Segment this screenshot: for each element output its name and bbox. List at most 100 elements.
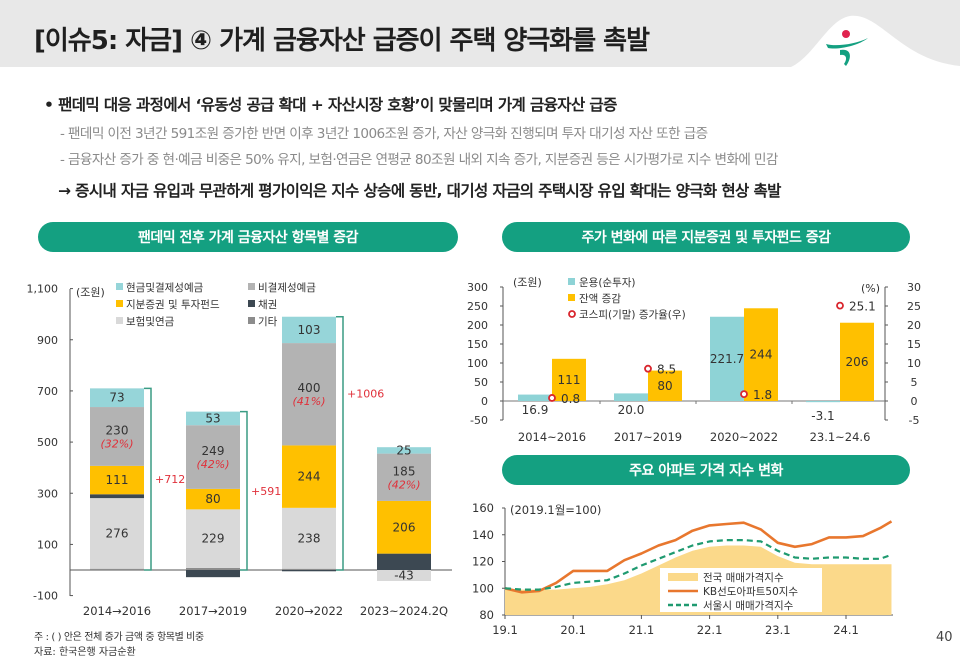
right-tick-label: 0 (911, 395, 918, 408)
share-label: (42%) (387, 478, 420, 491)
data-label: 221.7 (710, 352, 744, 366)
left-tick-label: 150 (467, 338, 488, 351)
total-label: +1006 (347, 387, 384, 400)
legend-label: 전국 매매가격지수 (703, 571, 784, 584)
bar-segment (282, 507, 336, 569)
bar-segment (90, 498, 144, 569)
right-bottom-panel-title: 주요 아파트 가격 지수 변화 (502, 455, 910, 485)
legend-label: 운용(순투자) (579, 277, 636, 289)
main-bullet: • 팬데믹 대응 과정에서 ‘유동성 공급 확대 + 자산시장 호황’이 맞물리… (44, 96, 617, 114)
total-bracket (336, 315, 344, 571)
kospi-label: 25.1 (849, 300, 876, 314)
legend-swatch (248, 300, 255, 307)
bar-segment (377, 553, 431, 570)
x-tick-label: 21.1 (629, 623, 655, 637)
right-tick-label: 15 (907, 338, 921, 351)
left-panel-title: 팬데믹 전후 가계 금융자산 항목별 증감 (38, 222, 458, 252)
right-tick-label: 25 (907, 300, 921, 313)
bar-segment (377, 447, 431, 454)
legend-swatch (568, 294, 575, 301)
bar-net-investment (710, 316, 744, 401)
share-label: (41%) (292, 395, 325, 408)
y-tick-label: 100 (37, 538, 58, 551)
legend-label: 채권 (258, 299, 277, 311)
data-label: 238 (298, 531, 321, 545)
x-tick-label: 2017~2019 (614, 430, 682, 444)
y-tick-label: 80 (479, 608, 494, 622)
y-tick-label: 700 (37, 385, 58, 398)
bar-segment (377, 570, 431, 582)
x-tick-label: 24.1 (833, 623, 859, 637)
y-tick-label: -100 (33, 590, 58, 603)
data-label: 185 (393, 464, 416, 478)
data-label: 276 (106, 526, 129, 540)
share-label: (42%) (196, 458, 229, 471)
kospi-marker (836, 301, 844, 310)
page-number: 40 (936, 630, 953, 645)
data-label: -43 (394, 569, 414, 583)
x-tick-label: 2020→2022 (275, 604, 343, 618)
data-label: 80 (205, 492, 220, 506)
left-tick-label: 100 (467, 357, 488, 370)
right-top-panel-title: 주가 변화에 따른 지분증권 및 투자펀드 증감 (502, 222, 910, 252)
legend-swatch (248, 283, 255, 290)
data-label: 73 (109, 391, 124, 405)
kospi-label: 0.8 (561, 392, 580, 406)
bar-balance-change (744, 308, 778, 401)
bar-net-investment (518, 394, 552, 401)
total-label: +591 (251, 485, 281, 498)
bar-segment (186, 570, 240, 578)
total-bracket (144, 387, 152, 571)
data-label: -3.1 (811, 409, 834, 423)
bar-segment (282, 570, 336, 572)
x-tick-label: 2014→2016 (83, 604, 151, 618)
bar-segment (282, 343, 336, 446)
kospi-marker (740, 390, 748, 399)
y-tick-label: 140 (472, 528, 494, 542)
bar-segment (282, 568, 336, 570)
legend-swatch (116, 300, 123, 307)
data-label: 103 (298, 323, 321, 337)
legend-label: 기타 (258, 316, 278, 328)
legend-label: 코스피(기말) 증가율(우) (579, 309, 686, 321)
legend-swatch (116, 317, 123, 324)
footnote: 주 : ( ) 안은 전체 증가 금액 중 항목별 비중 (34, 632, 204, 643)
data-label: 244 (298, 470, 321, 484)
unit-label: (조원) (513, 276, 542, 289)
x-tick-label: 19.1 (492, 623, 518, 637)
unit-label: (조원) (76, 286, 105, 299)
bar-segment (186, 567, 240, 570)
bar-segment (186, 509, 240, 568)
data-label: 53 (205, 411, 220, 425)
legend-swatch (116, 283, 123, 290)
conclusion-text: → 증시내 자금 유입과 무관하게 평가이익은 지수 상승에 동반, 대기성 자… (58, 182, 781, 200)
data-label: 229 (202, 532, 225, 546)
data-label: 249 (202, 444, 225, 458)
legend-label: 현금및결제성예금 (126, 281, 204, 294)
x-tick-label: 23.1 (765, 623, 791, 637)
legend-label: 서울시 매매가격지수 (703, 599, 794, 612)
bar-segment (282, 316, 336, 344)
y-tick-label: 100 (472, 581, 494, 595)
left-tick-label: 300 (467, 281, 488, 294)
data-label: 206 (393, 520, 416, 534)
y-tick-label: 900 (37, 334, 58, 347)
hana-logo (826, 30, 868, 66)
x-tick-label: 20.1 (560, 623, 586, 637)
left-tick-label: 250 (467, 300, 488, 313)
data-label: 16.9 (522, 403, 549, 417)
bar-segment (282, 445, 336, 508)
x-tick-label: 2023~2024.2Q (360, 604, 448, 618)
kospi-label: 1.8 (753, 388, 772, 402)
data-label: 400 (298, 381, 321, 395)
line-kb50-index (504, 520, 893, 594)
data-label: 206 (846, 355, 869, 369)
y-tick-label: 160 (472, 501, 494, 515)
x-tick-label: 22.1 (697, 623, 723, 637)
total-bracket (240, 410, 248, 571)
bar-balance-change (552, 358, 586, 401)
x-tick-label: 2014~2016 (518, 430, 586, 444)
bar-balance-change (840, 322, 874, 401)
legend-swatch (248, 317, 255, 324)
